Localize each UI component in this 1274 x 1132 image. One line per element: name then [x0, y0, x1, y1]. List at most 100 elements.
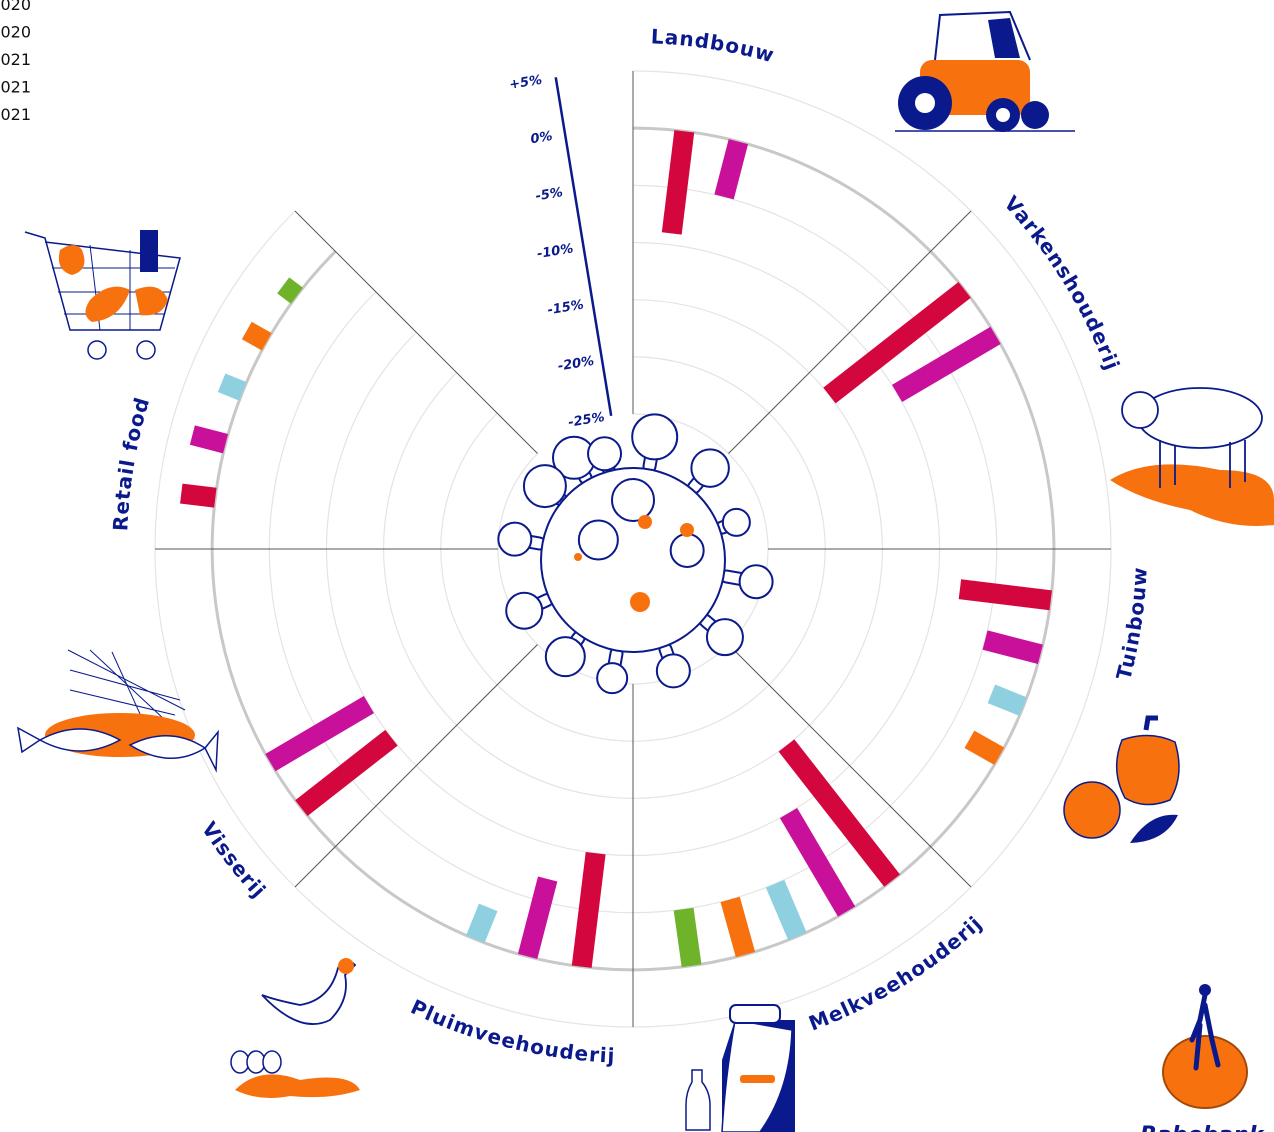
virus-knob	[505, 591, 544, 630]
bar	[892, 326, 1001, 403]
fish-icon	[17, 649, 219, 773]
bar	[661, 130, 695, 235]
pear	[58, 245, 85, 275]
category-label: Visserij	[197, 817, 271, 903]
chicken-ground	[235, 1074, 360, 1098]
legend-label: 2021	[0, 50, 31, 69]
virus-core	[540, 467, 726, 653]
category-label-path: Visserij	[197, 817, 270, 903]
decoration: Rabobank	[17, 10, 1274, 1132]
bar	[778, 739, 900, 887]
virus-knob	[497, 521, 533, 557]
virus-dot	[680, 523, 694, 537]
bar	[265, 695, 374, 772]
virus-knob	[631, 413, 679, 461]
category-label-path: Retail food	[108, 394, 153, 532]
bar	[517, 876, 558, 959]
category-label: Melkveehouderij	[805, 911, 987, 1036]
sector-divider	[728, 210, 972, 454]
leaf	[1130, 814, 1178, 843]
sector-divider	[728, 644, 972, 888]
logo-head	[1199, 984, 1211, 996]
bar	[571, 851, 606, 968]
y-tick-label: -25%	[567, 410, 605, 431]
pig-ground	[1110, 464, 1274, 526]
tractor-window	[988, 18, 1020, 58]
legend-label: 2021	[0, 105, 31, 124]
category-label-path: Varkenshouderij	[999, 191, 1123, 374]
bar	[823, 282, 971, 404]
category-label: Tuinbouw	[1111, 566, 1151, 682]
net	[67, 649, 186, 726]
bar	[277, 277, 303, 304]
bar	[241, 321, 272, 351]
virus-dot	[638, 515, 652, 529]
pig-head	[1121, 391, 1159, 429]
fish	[17, 726, 122, 754]
bar	[714, 139, 749, 200]
cart-icon	[24, 230, 181, 360]
virus	[497, 413, 774, 695]
virus-knob	[738, 564, 774, 600]
y-tick-label: -20%	[557, 354, 595, 375]
logo-disc	[1162, 1035, 1248, 1109]
food	[135, 286, 168, 316]
tractor-hub	[915, 93, 935, 113]
bar	[180, 483, 217, 508]
virus-knob	[655, 653, 691, 689]
milk-carton	[140, 230, 158, 272]
category-label: Pluimveehouderij	[407, 995, 616, 1068]
virus-knob	[721, 507, 751, 537]
bar	[217, 373, 247, 401]
category-label-path: Melkveehouderij	[805, 911, 986, 1036]
virus-knob	[544, 636, 586, 678]
cart-wheel	[136, 340, 156, 360]
bar	[779, 808, 856, 917]
bar	[987, 684, 1027, 716]
egg	[262, 1050, 282, 1074]
virus-dot	[630, 592, 650, 612]
pig-icon	[1110, 387, 1274, 526]
virus-knob	[577, 519, 619, 561]
logo-text: Rabobank	[1140, 1123, 1265, 1132]
logo-figure	[1189, 992, 1221, 1071]
milk-can-lid	[729, 1004, 781, 1024]
chicken-icon	[230, 958, 360, 1098]
virus-knob	[611, 478, 655, 522]
tractor-icon	[895, 10, 1075, 132]
bar	[295, 729, 398, 816]
bar	[958, 579, 1052, 611]
logo: Rabobank	[1140, 984, 1265, 1132]
cart-wheel	[87, 340, 107, 360]
category-label-path: Tuinbouw	[1111, 566, 1150, 682]
bar	[673, 907, 702, 968]
vegetable-icon	[1063, 715, 1180, 843]
pepper	[1116, 734, 1180, 806]
value-axis	[554, 77, 613, 416]
sector-divider	[294, 644, 538, 888]
virus-knob	[522, 464, 567, 509]
bar	[765, 879, 807, 941]
category-label: Landbouw	[650, 24, 777, 67]
category-label-path: Landbouw	[650, 24, 776, 67]
grid-ring	[383, 299, 883, 799]
pepper-stem	[1143, 715, 1158, 731]
sector-divider	[294, 210, 538, 454]
fish	[128, 729, 219, 773]
virus-knob	[669, 532, 705, 568]
bar	[982, 630, 1043, 665]
bars	[180, 130, 1052, 968]
tractor-hub	[996, 108, 1010, 122]
legend-label: 2020	[0, 23, 31, 42]
milk-icon	[685, 1004, 795, 1132]
category-label-path: Pluimveehouderij	[407, 995, 615, 1068]
y-tick-label: -10%	[536, 241, 574, 262]
bar	[466, 903, 498, 943]
y-tick-label: 0%	[529, 129, 553, 147]
milk-handle	[740, 1075, 775, 1083]
virus-knob	[690, 448, 730, 488]
y-tick-label: -5%	[535, 185, 565, 204]
virus-knob	[587, 436, 623, 472]
